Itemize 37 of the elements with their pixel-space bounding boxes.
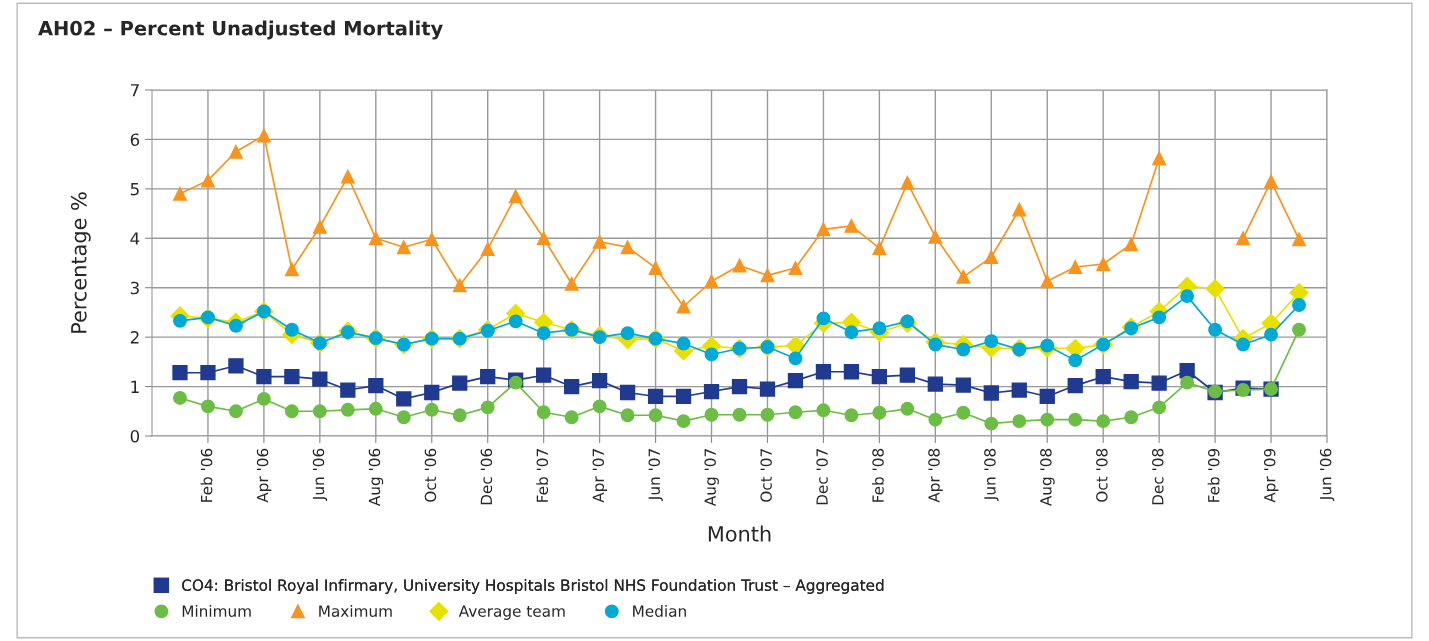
x-tick-label: Aug '07 xyxy=(704,449,719,507)
legend-label: CO4: Bristol Royal Infirmary, University Hospitals Bristol NHS Foundation Trust – Aggregated xyxy=(182,579,884,594)
x-tick-label: Oct '06 xyxy=(424,448,437,502)
chart-title: AH02 – Percent Unadjusted Mortality xyxy=(38,20,443,40)
x-tick-label: Feb '08 xyxy=(871,448,884,502)
x-tick-label: Apr '08 xyxy=(928,448,943,503)
x-tick-label: Dec '07 xyxy=(816,449,828,505)
x-tick-label: Dec '06 xyxy=(480,448,493,505)
legend-label: Maximum xyxy=(319,605,392,617)
x-tick-label: Dec '08 xyxy=(1152,448,1164,505)
x-axis-title: Month xyxy=(708,525,771,542)
x-tick-label: Jun '08 xyxy=(984,448,999,501)
y-tick-label: 6 xyxy=(130,133,140,146)
y-axis-title: Percentage % xyxy=(70,192,91,333)
x-tick-label: Oct '07 xyxy=(760,449,772,502)
x-tick-label: Apr '06 xyxy=(256,448,272,503)
legend-label: Average team xyxy=(458,605,565,620)
x-tick-label: Aug '06 xyxy=(368,448,384,507)
y-tick-label: 2 xyxy=(130,331,139,344)
x-tick-label: Feb '06 xyxy=(200,448,213,502)
x-tick-label: Feb '07 xyxy=(536,449,549,502)
x-tick-label: Oct '08 xyxy=(1096,448,1108,502)
x-tick-label: Jun '06 xyxy=(1319,448,1335,501)
legend-label: Median xyxy=(633,605,686,617)
y-tick-label: 1 xyxy=(131,380,139,393)
y-tick-label: 4 xyxy=(130,232,140,245)
y-tick-label: 5 xyxy=(130,183,139,196)
x-tick-label: Apr '07 xyxy=(592,449,608,503)
x-tick-label: Apr '09 xyxy=(1263,448,1279,503)
y-tick-label: 3 xyxy=(130,281,139,295)
y-tick-label: 0 xyxy=(130,429,140,443)
x-tick-label: Jun '06 xyxy=(312,448,328,501)
x-tick-label: Jun '07 xyxy=(648,449,663,501)
x-tick-label: Feb '09 xyxy=(1207,448,1220,502)
y-tick-label: 7 xyxy=(130,84,139,97)
legend-label: Minimum xyxy=(182,605,251,617)
x-tick-label: Aug '08 xyxy=(1040,448,1055,507)
